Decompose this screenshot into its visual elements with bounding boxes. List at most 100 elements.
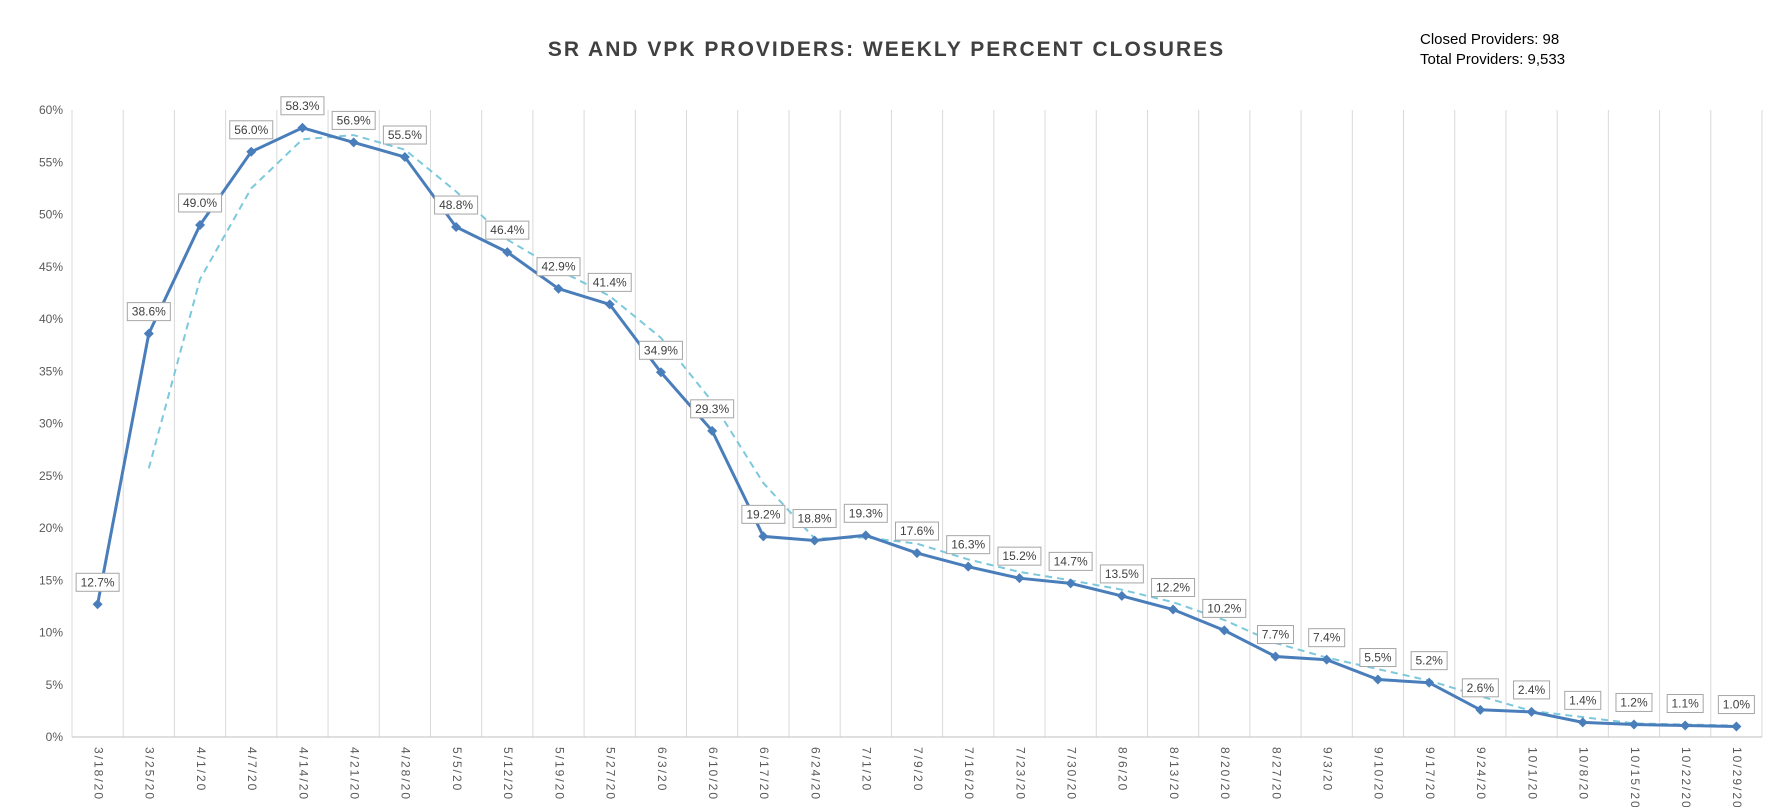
data-label-box xyxy=(536,257,581,277)
data-label: 2.4% xyxy=(1518,683,1546,697)
data-label-box xyxy=(1564,690,1602,710)
data-point-marker xyxy=(1014,573,1025,584)
data-label-box xyxy=(946,535,991,555)
data-label-box xyxy=(741,504,786,524)
data-label-box xyxy=(229,120,274,140)
data-label-box xyxy=(1513,680,1551,700)
data-label: 1.0% xyxy=(1723,698,1751,712)
x-tick-label: 6/24/20 xyxy=(808,747,822,801)
x-tick-label: 8/13/20 xyxy=(1167,747,1181,801)
data-label: 2.6% xyxy=(1467,681,1495,695)
data-label-box xyxy=(1099,564,1144,584)
data-label: 49.0% xyxy=(183,196,217,210)
data-label: 10.2% xyxy=(1207,601,1241,615)
data-point-marker xyxy=(451,222,462,233)
x-tick-label: 9/17/20 xyxy=(1423,747,1437,801)
data-point-marker xyxy=(1270,651,1281,662)
y-tick-label: 55% xyxy=(39,155,63,169)
data-point-marker xyxy=(1116,590,1127,601)
data-point-marker xyxy=(758,531,769,542)
data-point-marker xyxy=(707,425,718,436)
y-tick-label: 50% xyxy=(39,208,63,222)
data-label: 1.2% xyxy=(1620,695,1648,709)
x-tick-label: 10/29/20 xyxy=(1730,747,1744,807)
data-label: 41.4% xyxy=(593,275,627,289)
data-label: 46.4% xyxy=(490,223,524,237)
x-tick-label: 4/21/20 xyxy=(347,747,361,801)
provider-stats: Closed Providers: 98 Total Providers: 9,… xyxy=(1420,30,1565,70)
x-tick-label: 9/10/20 xyxy=(1372,747,1386,801)
x-tick-label: 8/27/20 xyxy=(1269,747,1283,801)
data-label-box xyxy=(690,399,735,419)
x-tick-label: 10/1/20 xyxy=(1525,747,1539,801)
x-tick-label: 4/1/20 xyxy=(194,747,208,792)
data-label: 18.8% xyxy=(798,512,832,526)
x-tick-label: 9/24/20 xyxy=(1474,747,1488,801)
data-point-marker xyxy=(860,530,871,541)
data-point-marker xyxy=(195,219,206,230)
x-tick-label: 5/19/20 xyxy=(552,747,566,801)
data-label: 58.3% xyxy=(285,99,319,113)
data-label-box xyxy=(997,546,1042,566)
total-providers-label: Total Providers: 9,533 xyxy=(1420,51,1566,68)
data-label: 42.9% xyxy=(541,260,575,274)
data-label: 15.2% xyxy=(1002,549,1036,563)
data-label-box xyxy=(1256,625,1294,645)
data-point-marker xyxy=(246,146,257,157)
data-label-box xyxy=(1359,648,1397,668)
data-point-marker xyxy=(1680,720,1691,731)
data-point-marker xyxy=(1372,674,1383,685)
data-label: 1.1% xyxy=(1672,697,1700,711)
y-tick-label: 20% xyxy=(39,521,63,535)
x-tick-label: 4/7/20 xyxy=(245,747,259,792)
x-tick-label: 4/28/20 xyxy=(399,747,413,801)
data-point-marker xyxy=(1628,719,1639,730)
y-tick-label: 5% xyxy=(46,678,64,692)
data-label-box xyxy=(843,503,888,523)
x-tick-label: 10/15/20 xyxy=(1628,747,1642,807)
data-point-marker xyxy=(809,535,820,546)
data-label: 7.7% xyxy=(1262,628,1290,642)
data-point-marker xyxy=(502,247,513,258)
data-point-marker xyxy=(963,561,974,572)
data-label-box xyxy=(1151,578,1196,598)
data-label-box xyxy=(75,572,120,592)
y-tick-label: 30% xyxy=(39,417,63,431)
data-point-marker xyxy=(604,299,615,310)
x-tick-label: 10/8/20 xyxy=(1577,747,1591,801)
y-tick-label: 15% xyxy=(39,573,63,587)
data-label-box xyxy=(1202,598,1247,618)
x-tick-label: 10/22/20 xyxy=(1679,747,1693,807)
data-label: 56.0% xyxy=(234,123,268,137)
data-point-marker xyxy=(1424,677,1435,688)
closed-providers-label: Closed Providers: 98 xyxy=(1420,31,1560,48)
x-tick-label: 5/27/20 xyxy=(604,747,618,801)
data-point-marker xyxy=(553,283,564,294)
data-point-marker xyxy=(399,152,410,163)
x-tick-label: 5/5/20 xyxy=(450,747,464,792)
data-point-marker xyxy=(1168,604,1179,615)
data-label-box xyxy=(382,125,427,145)
data-label-box xyxy=(331,110,376,130)
data-label: 55.5% xyxy=(388,128,422,142)
data-label: 56.9% xyxy=(337,113,371,127)
data-label-box xyxy=(178,193,223,213)
data-label: 17.6% xyxy=(900,524,934,538)
chart-title: SR AND VPK PROVIDERS: WEEKLY PERCENT CLO… xyxy=(547,38,1226,61)
data-label-box xyxy=(1666,694,1704,714)
data-label: 19.2% xyxy=(746,507,780,521)
data-point-marker xyxy=(912,548,922,559)
data-point-marker xyxy=(92,599,103,610)
data-label: 29.3% xyxy=(695,402,729,416)
data-point-marker xyxy=(1526,706,1537,717)
x-tick-label: 9/3/20 xyxy=(1321,747,1335,792)
data-label-box xyxy=(485,220,530,240)
data-point-marker xyxy=(1577,717,1588,728)
x-tick-label: 5/12/20 xyxy=(501,747,515,801)
data-label: 5.2% xyxy=(1415,654,1443,668)
x-tick-label: 8/6/20 xyxy=(1116,747,1130,792)
data-label-box xyxy=(434,195,479,215)
data-label: 14.7% xyxy=(1054,554,1088,568)
x-tick-label: 7/9/20 xyxy=(911,747,925,792)
